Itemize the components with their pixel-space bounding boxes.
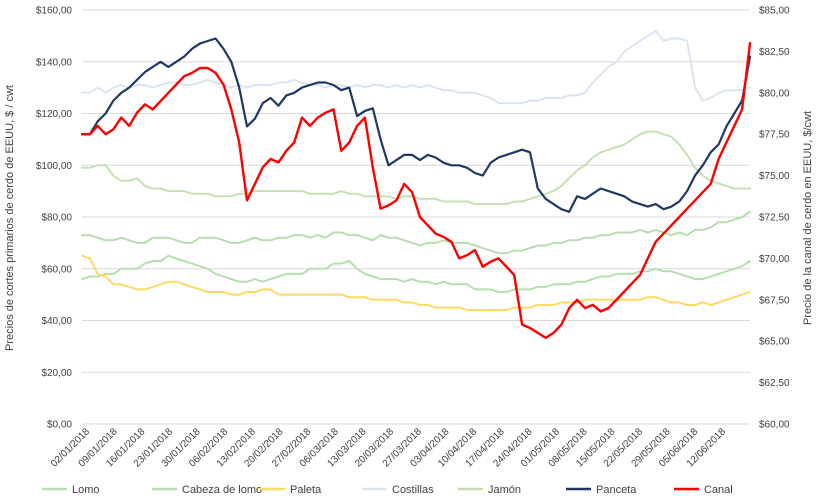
right-tick-label: $60,00 — [759, 420, 790, 431]
left-tick-label: $20,00 — [41, 368, 72, 379]
gridlines — [82, 9, 750, 425]
legend-label: Costillas — [392, 484, 434, 496]
series-line-jam-n — [81, 130, 751, 206]
legend-label: Jamón — [488, 484, 521, 496]
left-tick-label: $80,00 — [41, 213, 72, 224]
right-tick-label: $82,50 — [759, 47, 790, 58]
right-tick-label: $77,50 — [759, 130, 790, 141]
right-tick-label: $80,00 — [759, 88, 790, 99]
legend: Lomo Cabeza de lomo Paleta Costillas Jamón Pa… — [42, 484, 733, 496]
series-line-panceta — [80, 37, 752, 213]
series-lines — [80, 29, 752, 340]
left-tick-label: $140,00 — [36, 57, 73, 68]
series-line-lomo — [81, 210, 751, 255]
legend-label: Paleta — [290, 484, 322, 496]
right-tick-label: $65,00 — [759, 337, 790, 348]
left-tick-label: $160,00 — [36, 6, 73, 17]
left-tick-label: $40,00 — [41, 316, 72, 327]
legend-label: Panceta — [596, 484, 637, 496]
left-tick-label: $120,00 — [36, 109, 73, 120]
left-tick-label: $60,00 — [41, 264, 72, 275]
right-tick-label: $70,00 — [759, 254, 790, 265]
series-line-costillas — [81, 29, 751, 105]
right-tick-label: $72,50 — [759, 213, 790, 224]
x-axis-ticks: 02/01/201809/01/201816/01/201823/01/2018… — [49, 426, 728, 469]
right-axis-ticks: $60,00 $62,50 $65,00 $67,50 $70,00 $72,50 $75,… — [759, 6, 790, 431]
series-line-canal — [80, 41, 752, 340]
legend-label: Lomo — [72, 484, 100, 496]
right-tick-label: $67,50 — [759, 295, 790, 306]
right-tick-label: $75,00 — [759, 171, 790, 182]
legend-label: Cabeza de lomo — [182, 484, 262, 496]
left-axis-title: Precios de cortes primarios de cerdo de … — [4, 85, 16, 351]
right-tick-label: $85,00 — [759, 6, 790, 17]
left-tick-label: $0,00 — [47, 420, 72, 431]
right-axis-title: Precio de la canal de cerdo en EEUU, $/c… — [802, 111, 814, 325]
left-axis-ticks: $0,00 $20,00 $40,00 $60,00 $80,00 $100,00 $120… — [36, 6, 73, 431]
left-tick-label: $100,00 — [36, 161, 73, 172]
right-tick-label: $62,50 — [759, 378, 790, 389]
legend-label: Canal — [704, 484, 733, 496]
series-line-cabeza-de-lomo — [81, 254, 751, 293]
series-line-paleta — [81, 254, 751, 312]
